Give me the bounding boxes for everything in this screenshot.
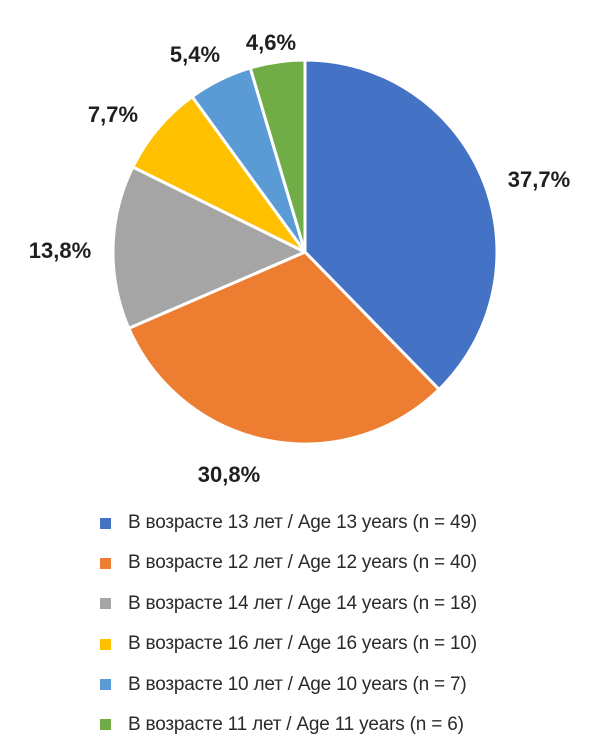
pie-chart-svg: 37,7% 30,8% 13,8% 7,7% 5,4% 4,6% (29, 30, 570, 487)
slice-percent-label: 4,6% (246, 30, 296, 55)
legend-item: В возрасте 16 лет / Age 16 years (n = 10… (100, 629, 580, 659)
legend-item: В возрасте 14 лет / Age 14 years (n = 18… (100, 589, 580, 619)
legend-label: В возрасте 12 лет / Age 12 years (n = 40… (128, 552, 477, 574)
legend-label: В возрасте 11 лет / Age 11 years (n = 6) (128, 713, 464, 735)
slice-percent-label: 37,7% (508, 167, 570, 192)
pie-chart: 37,7% 30,8% 13,8% 7,7% 5,4% 4,6% (29, 30, 570, 487)
legend-label: В возрасте 16 лет / Age 16 years (n = 10… (128, 633, 477, 655)
legend-swatch (100, 557, 111, 569)
pie-slice (127, 250, 441, 446)
legend-item: В возрасте 10 лет / Age 10 years (n = 7) (100, 670, 580, 700)
slice-percent-label: 30,8% (198, 462, 260, 487)
pie-slice (303, 58, 499, 391)
legend-swatch (100, 517, 111, 529)
slice-percent-label: 5,4% (170, 42, 220, 67)
legend-swatch (100, 719, 111, 731)
legend-label: В возрасте 13 лет / Age 13 years (n = 49… (128, 512, 477, 533)
legend-label: В возрасте 14 лет / Age 14 years (n = 18… (128, 592, 477, 614)
legend-label: В возрасте 10 лет / Age 10 years (n = 7) (128, 673, 467, 695)
legend-swatch (100, 598, 111, 610)
legend-item: В возрасте 12 лет / Age 12 years (n = 40… (100, 548, 580, 578)
slice-percent-label: 13,8% (29, 238, 91, 263)
legend-swatch (100, 638, 111, 650)
pie-slice (248, 58, 307, 254)
slice-percent-label: 7,7% (88, 102, 138, 127)
legend-item: В возрасте 11 лет / Age 11 years (n = 6) (100, 710, 580, 740)
legend: В возрасте 13 лет / Age 13 years (n = 49… (100, 508, 580, 750)
pie-slice (131, 95, 307, 254)
legend-item: В возрасте 13 лет / Age 13 years (n = 49… (100, 508, 580, 538)
legend-swatch (100, 679, 111, 691)
pie-slice (111, 165, 307, 330)
